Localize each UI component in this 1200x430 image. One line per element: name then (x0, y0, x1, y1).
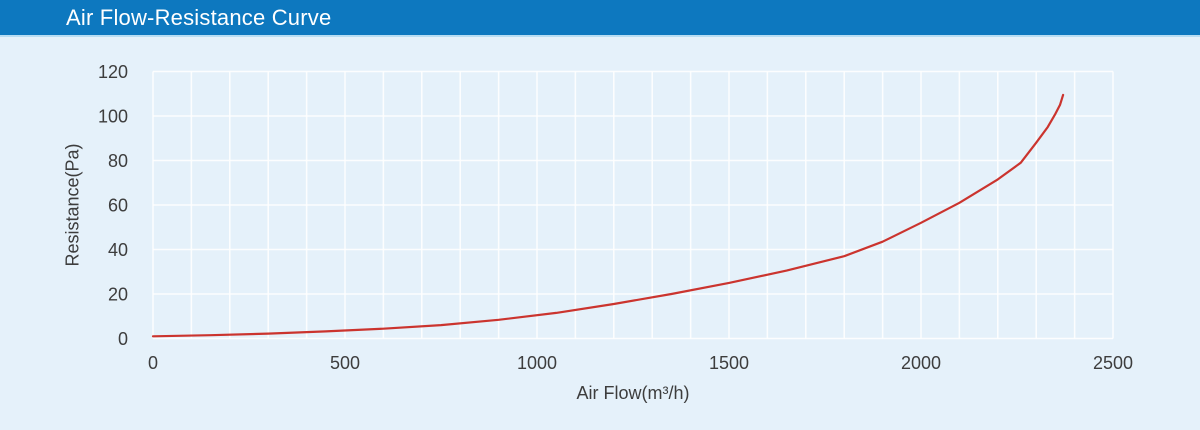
y-axis-title: Resistance(Pa) (62, 143, 83, 267)
y-tick-label: 60 (108, 196, 128, 216)
y-tick-label: 100 (98, 107, 128, 127)
x-axis-title: Air Flow(m³/h) (576, 383, 690, 403)
title-bar: Air Flow-Resistance Curve (0, 0, 1200, 37)
resistance-curve (151, 93, 1065, 338)
x-tick-label: 2000 (901, 353, 941, 373)
y-tick-label: 80 (108, 151, 128, 171)
x-tick-label: 0 (148, 353, 158, 373)
y-tick-label: 0 (118, 329, 128, 349)
y-tick-label: 40 (108, 240, 128, 260)
x-tick-label: 2500 (1093, 353, 1133, 373)
page-title: Air Flow-Resistance Curve (66, 5, 332, 30)
x-tick-label: 1500 (709, 353, 749, 373)
y-tick-label: 120 (98, 62, 128, 82)
y-tick-label: 20 (108, 285, 128, 305)
x-tick-label: 1000 (517, 353, 557, 373)
x-tick-label: 500 (330, 353, 360, 373)
